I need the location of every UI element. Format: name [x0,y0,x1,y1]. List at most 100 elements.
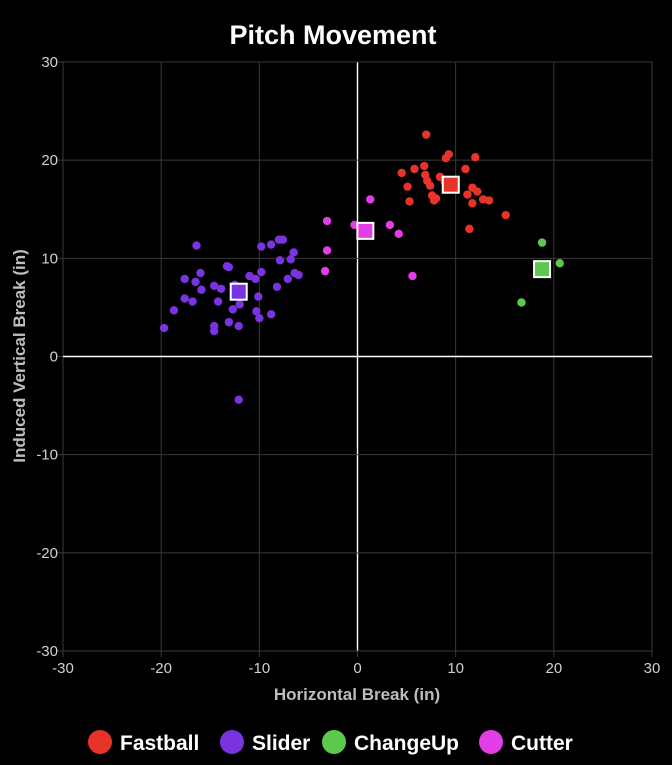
slider-point [255,314,264,323]
fastball-point [429,196,439,205]
slider-point [169,306,179,315]
y-axis-label: Induced Vertical Break (in) [10,249,29,463]
x-tick-label: 20 [545,660,562,677]
cutter-point [322,246,332,255]
fastball-point [465,224,474,234]
slider-point [254,292,263,301]
y-tick-label: -10 [36,447,58,464]
cutter-point [394,229,403,238]
slider-point [286,255,295,264]
changeup-point [555,259,564,268]
y-tick-label: 30 [41,54,58,71]
slider-point [235,300,244,309]
cutter-legend-label: Cutter [511,732,573,755]
slider-point [180,294,189,303]
y-tick-label: 20 [41,152,58,169]
fastball-point [425,181,435,190]
y-tick-label: 10 [41,250,58,267]
slider-point [257,242,266,251]
fastball-point [444,150,453,159]
slider-point [209,281,219,291]
legend[interactable]: Fastball Slider ChangeUp Cutter [88,730,573,755]
fastball-point [403,182,412,191]
slider-point [294,270,303,280]
fastball-point [410,164,419,174]
fastball-point [422,130,431,139]
fastball-point [473,187,482,196]
slider-point [283,274,293,284]
cutter-point [408,271,417,281]
slider-point [224,262,234,272]
y-tick-label: -20 [36,545,58,562]
fastball-point [420,161,429,171]
cutter-legend-swatch [479,730,503,754]
cutter-point [385,220,395,230]
slider-point [224,317,234,327]
x-tick-label: 30 [644,660,661,677]
legend-item-changeup[interactable]: ChangeUp [322,730,459,755]
x-tick-label: 10 [447,660,464,677]
slider-legend-swatch [220,730,244,754]
legend-item-fastball[interactable]: Fastball [88,730,199,755]
y-tick-label: 0 [50,349,58,366]
changeup-point [537,238,547,247]
average-markers [229,175,552,301]
grid [57,61,653,657]
tick-labels: -30 -20 -10 0 20 30 10 30 20 10 0 -10 -20 -30 [36,54,660,677]
fastball-point [468,199,477,208]
fastball-point [397,168,406,178]
slider-point [191,277,200,287]
slider-point [228,305,238,314]
slider-point [180,274,189,284]
slider-point [188,297,197,306]
cutter-point [322,216,332,226]
cutter-point [366,195,375,204]
legend-item-cutter[interactable]: Cutter [479,730,573,755]
slider-point [213,297,223,306]
slider-legend-label: Slider [252,732,310,755]
changeup-legend-label: ChangeUp [354,732,459,755]
slider-point [252,307,261,316]
slider-point [234,395,243,404]
changeup-average-marker [533,260,552,279]
fastball-point [501,210,510,220]
fastball-point [484,196,494,205]
x-axis-label: Horizontal Break (in) [274,685,440,704]
slider-point [251,274,260,284]
fastball-point [461,164,470,174]
fastball-point [463,190,472,199]
slider-point [197,285,206,294]
fastball-average-marker [441,175,460,194]
fastball-point [405,197,414,206]
x-tick-label: -20 [150,660,172,677]
legend-item-slider[interactable]: Slider [220,730,310,755]
x-tick-label: -10 [248,660,270,677]
slider-point [289,248,298,257]
slider-point [275,256,285,265]
slider-point [196,268,205,278]
slider-point [192,241,201,250]
slider-average-marker [229,282,248,301]
fastball-legend-swatch [88,730,112,754]
slider-point [266,240,276,249]
data-points [159,130,564,404]
changeup-point [517,298,526,307]
slider-point [278,235,288,244]
cutter-average-marker [356,221,375,240]
y-tick-label: -30 [36,643,58,660]
slider-point [272,282,282,292]
slider-point [234,321,243,331]
x-tick-label: 0 [353,660,361,677]
chart-title: Pitch Movement [229,20,436,50]
cutter-point [320,266,330,276]
slider-point [266,310,276,319]
slider-point [209,326,219,336]
slider-point [257,267,266,277]
changeup-legend-swatch [322,730,346,754]
slider-point [159,323,169,333]
fastball-point [471,153,480,162]
slider-point [216,284,226,293]
fastball-legend-label: Fastball [120,732,199,755]
